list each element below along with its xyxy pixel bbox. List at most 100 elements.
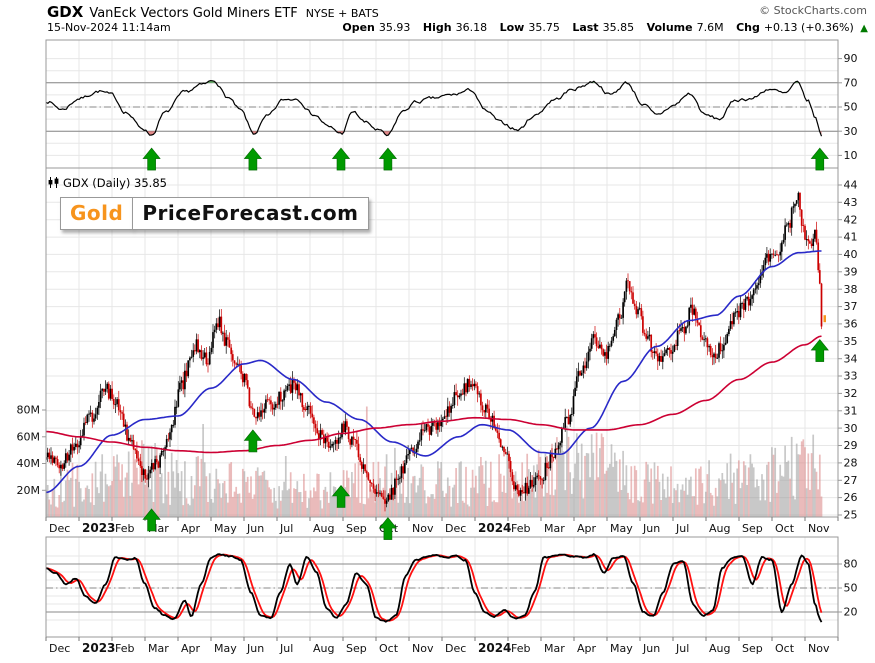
- date-label: 2024: [478, 641, 511, 655]
- price-panel-label-text: GDX (Daily) 35.85: [63, 176, 167, 190]
- y-axis-label: 34: [844, 352, 858, 365]
- candlestick-chart-icon: [48, 177, 59, 188]
- date-label: Dec: [445, 642, 466, 655]
- y-axis-label: 80: [844, 558, 858, 571]
- buy-signal-arrow: [243, 429, 263, 453]
- buy-signal-arrow: [331, 147, 351, 171]
- y-axis-label: 38: [844, 283, 858, 296]
- date-label: Dec: [49, 522, 70, 535]
- date-label: Aug: [709, 522, 730, 535]
- candlesticks: [46, 191, 823, 512]
- date-label: 2023: [82, 641, 115, 655]
- date-label: May: [610, 642, 633, 655]
- date-label: Apr: [577, 522, 597, 535]
- y-axis-label: 33: [844, 370, 858, 383]
- buy-signal-arrow: [810, 147, 829, 171]
- buy-signal-arrow: [378, 147, 398, 171]
- y-axis-label: 31: [844, 404, 858, 417]
- high-value: 36.18: [455, 21, 488, 34]
- last-value: 35.85: [602, 21, 635, 34]
- y-axis-label: 10: [844, 149, 858, 162]
- date-label: Sep: [346, 642, 367, 655]
- y-axis-label: 40: [844, 248, 858, 261]
- y-axis-label: 90: [844, 52, 858, 65]
- date-label: Aug: [709, 642, 730, 655]
- y-axis-label: 44: [844, 179, 858, 192]
- date-label: Jun: [642, 522, 660, 535]
- date-label: Feb: [115, 642, 134, 655]
- volume-axis-label: 40M: [17, 457, 41, 470]
- buy-signal-arrow: [331, 485, 351, 508]
- last-label: Last: [572, 21, 599, 34]
- date-label: Mar: [544, 522, 565, 535]
- y-axis-label: 50: [844, 101, 858, 114]
- date-label: Mar: [148, 642, 169, 655]
- goldpriceforecast-logo: Gold PriceForecast.com: [60, 197, 369, 230]
- volume-axis-label: 20M: [17, 484, 41, 497]
- low-value: 35.75: [528, 21, 560, 34]
- y-axis-label: 35: [844, 335, 858, 348]
- date-label: Mar: [544, 642, 565, 655]
- y-axis-label: 41: [844, 231, 858, 244]
- date-label: Feb: [115, 522, 134, 535]
- date-label: Oct: [775, 642, 795, 655]
- buy-signal-arrows: [142, 147, 829, 540]
- logo-gold-text: Gold: [60, 197, 134, 230]
- date-label: Sep: [742, 642, 763, 655]
- date-label: Aug: [313, 642, 334, 655]
- y-axis-label: 30: [844, 422, 858, 435]
- stochastic-panel: [46, 553, 823, 623]
- open-label: Open: [342, 21, 375, 34]
- y-axis-label: 27: [844, 474, 858, 487]
- y-axis-label: 42: [844, 213, 858, 226]
- date-label: Nov: [808, 522, 830, 535]
- date-label: Oct: [775, 522, 795, 535]
- date-label: Jun: [246, 642, 264, 655]
- date-label: Nov: [808, 642, 830, 655]
- date-label: Jul: [279, 522, 293, 535]
- date-label: 2023: [82, 521, 115, 535]
- exchange-label: NYSE + BATS: [305, 7, 379, 20]
- buy-signal-arrow: [142, 147, 161, 171]
- date-label: Dec: [445, 522, 466, 535]
- buy-signal-arrow: [142, 508, 161, 532]
- date-label: Nov: [412, 522, 434, 535]
- date-label: 2024: [478, 521, 511, 535]
- y-axis-label: 29: [844, 439, 858, 452]
- date-label: Nov: [412, 642, 434, 655]
- date-label: Feb: [511, 642, 530, 655]
- y-axis-label: 36: [844, 318, 858, 331]
- date-label: Sep: [742, 522, 763, 535]
- high-label: High: [422, 21, 452, 34]
- change-up-icon: ▲: [860, 23, 868, 34]
- date-label: Dec: [49, 642, 70, 655]
- price-panel-label: GDX (Daily) 35.85: [47, 176, 167, 190]
- y-axis-label: 30: [844, 125, 858, 138]
- date-label: Jul: [675, 522, 689, 535]
- y-axis-label: 28: [844, 457, 858, 470]
- date-label: Sep: [346, 522, 367, 535]
- quote-row: Open 35.93 High 36.18 Low 35.75 Last 35.85 V…: [333, 21, 868, 34]
- date-label: May: [214, 642, 237, 655]
- buy-signal-arrow: [810, 339, 829, 362]
- security-name: VanEck Vectors Gold Miners ETF: [89, 6, 298, 21]
- date-label: Jul: [675, 642, 689, 655]
- date-label: Oct: [379, 642, 399, 655]
- y-axis-label: 26: [844, 491, 858, 504]
- ticker-symbol: GDX: [47, 3, 84, 21]
- rsi-panel: [46, 79, 823, 137]
- open-value: 35.93: [378, 21, 411, 34]
- volume-axis-label: 80M: [17, 404, 41, 417]
- gridlines: [45, 40, 839, 637]
- y-axis-label: 32: [844, 387, 858, 400]
- y-axis-label: 37: [844, 300, 858, 313]
- date-label: Aug: [313, 522, 334, 535]
- buy-signal-arrow: [378, 517, 398, 540]
- change-value: +0.13 (+0.36%): [763, 21, 854, 34]
- date-label: Jul: [279, 642, 293, 655]
- chart-datetime: 15-Nov-2024 11:14am: [47, 21, 171, 34]
- volume-value: 7.6M: [696, 21, 724, 34]
- date-label: Jun: [246, 522, 264, 535]
